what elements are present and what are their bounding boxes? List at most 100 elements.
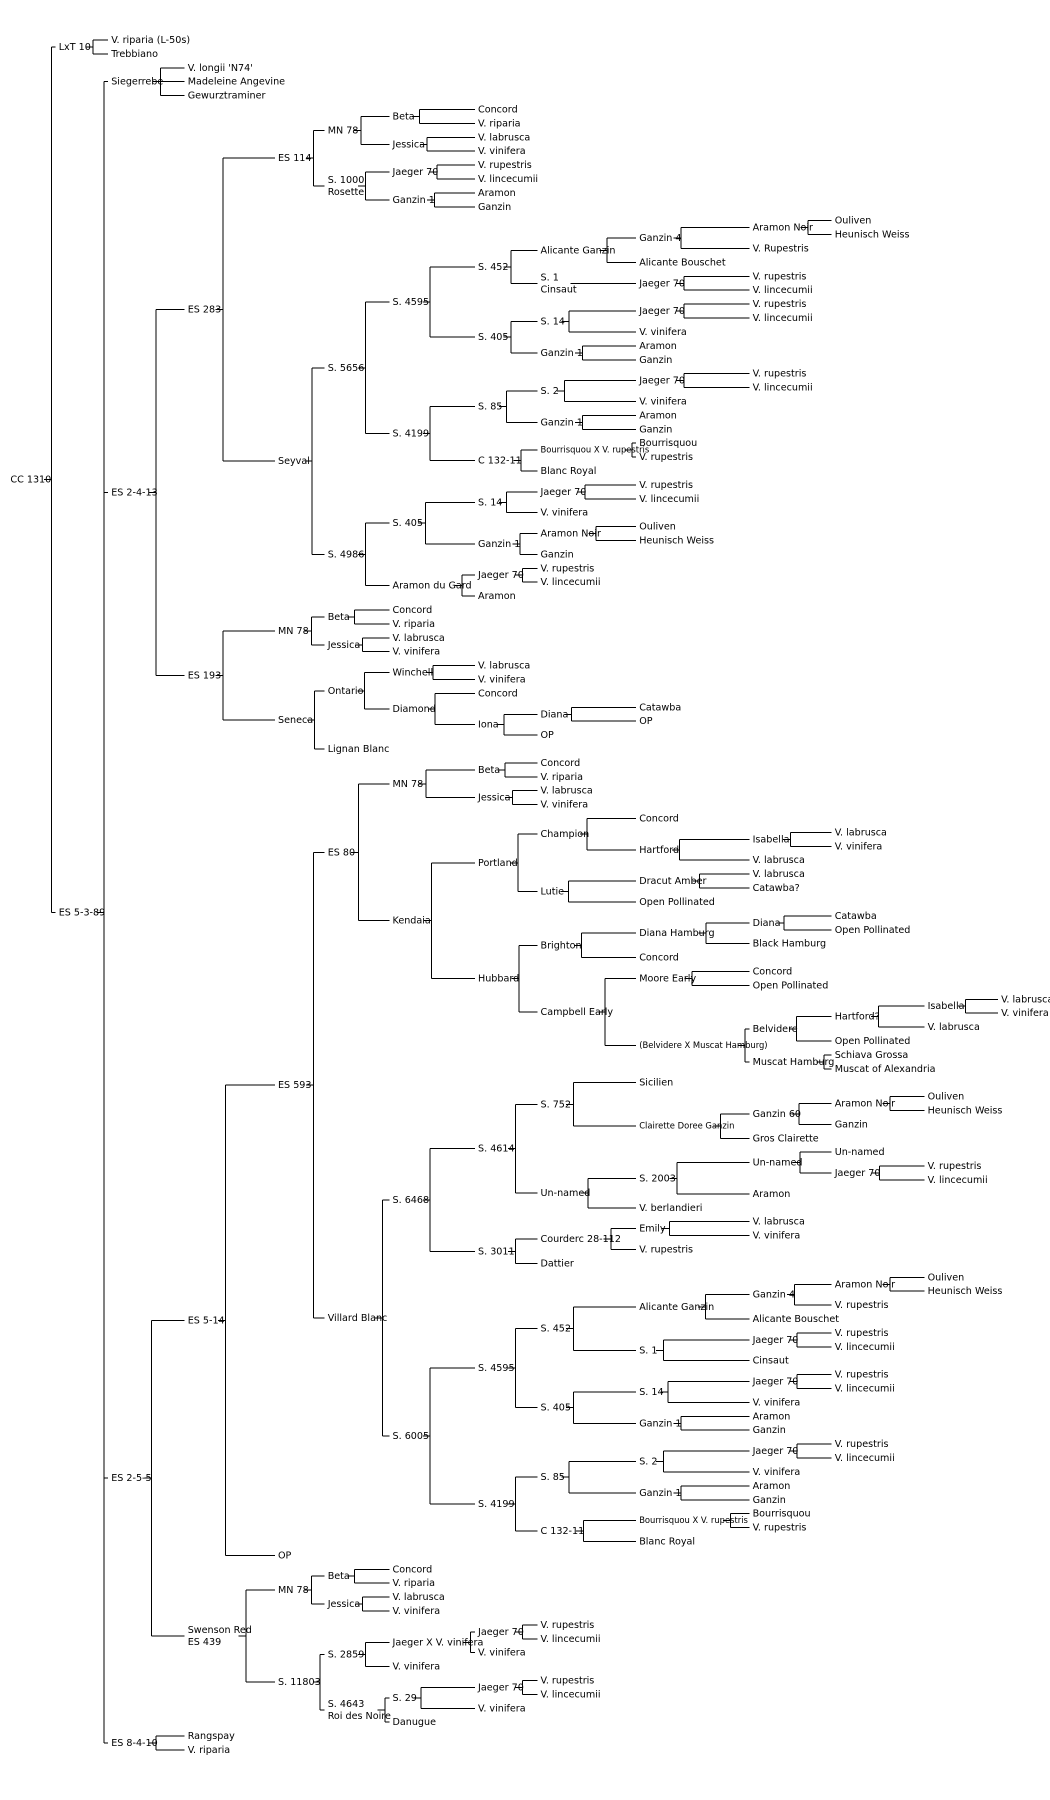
node-v-rupestris: V. rupestris	[639, 480, 693, 491]
node-v-labrusca: V. labrusca	[753, 1217, 805, 1228]
bracket-isabella	[958, 998, 999, 1014]
node-danugue: Danugue	[393, 1717, 437, 1728]
node-v-rupestris: V. rupestris	[753, 271, 807, 282]
node-v-lincecumii: V. lincecumii	[478, 174, 538, 185]
node-moore-early: Moore Early	[639, 973, 696, 984]
node-v-lincecumii: V. lincecumii	[541, 1689, 601, 1700]
node-op: OP	[278, 1550, 292, 1561]
node-ganzin: Ganzin	[639, 424, 672, 435]
bracket-brighton	[574, 932, 637, 959]
node-mn-78: MN 78	[278, 626, 309, 637]
bracket-ontario	[357, 672, 390, 710]
node-alicante-ganzin: Alicante Ganzin	[639, 1302, 714, 1313]
node-jaeger-70: Jaeger 70	[752, 1446, 799, 1457]
node-black-hamburg: Black Hamburg	[753, 939, 826, 950]
node-v-rupestris: V. rupestris	[639, 452, 693, 463]
bracket-alicante-ganzin	[599, 237, 637, 263]
bracket-seyval	[304, 367, 325, 555]
node-iona: Iona	[478, 720, 499, 731]
node-jaeger-x-v-vinifera: Jaeger X V. vinifera	[392, 1637, 484, 1648]
bracket-isabella	[783, 831, 832, 847]
node-mn-78: MN 78	[328, 125, 359, 136]
node-v-vinifera: V. vinifera	[393, 1606, 441, 1617]
node-ouliven: Ouliven	[639, 522, 676, 533]
node-v-labrusca: V. labrusca	[478, 661, 530, 672]
bracket-es-8-4-10	[148, 1735, 185, 1751]
node-heunisch-weiss: Heunisch Weiss	[928, 1286, 1003, 1297]
node-aramon: Aramon	[639, 410, 677, 421]
bracket-s-1	[655, 1339, 750, 1362]
bracket-courderc-28-112	[603, 1228, 637, 1250]
node-v-labrusca: V. labrusca	[753, 855, 805, 866]
node-hartford: Hartford	[639, 845, 679, 856]
node-muscat-hamburg: Muscat Hamburg	[753, 1057, 835, 1068]
bracket-c-132-11	[513, 449, 538, 472]
node-ganzin: Ganzin	[753, 1495, 786, 1506]
node-v-vinifera: V. vinifera	[753, 1397, 801, 1408]
node-un-named: Un-named	[541, 1188, 591, 1199]
node-v-vinifera: V. vinifera	[639, 397, 687, 408]
node-trebbiano: Trebbiano	[110, 49, 158, 60]
node-ganzin-4: Ganzin 4	[753, 1290, 795, 1301]
node-s-452: S. 452	[478, 262, 509, 273]
node-madeleine-angevine: Madeleine Angevine	[188, 77, 285, 88]
bracket-belvidere-x-muscat-hamburg	[737, 1028, 750, 1063]
bracket-aramon-noir	[882, 1096, 925, 1111]
node-s-4199: S. 4199	[393, 429, 430, 440]
node-s-2: S. 2	[541, 386, 559, 397]
bracket-emily	[661, 1221, 750, 1237]
node-v-lincecumii: V. lincecumii	[753, 383, 813, 394]
node-alicante-bouschet: Alicante Bouschet	[639, 257, 726, 268]
node-kendaia: Kendaia	[393, 916, 431, 927]
bracket-mn-78	[353, 116, 390, 145]
node-heunisch-weiss: Heunisch Weiss	[835, 230, 910, 241]
bracket-bourrisquou-x-v-rupestris	[624, 442, 637, 458]
node-alicante-bouschet: Alicante Bouschet	[753, 1314, 840, 1325]
node-s-4595: S. 4595	[393, 297, 430, 308]
node-v-rupestris: V. rupestris	[753, 369, 807, 380]
node-muscat-of-alexandria: Muscat of Alexandria	[835, 1064, 936, 1075]
bracket-s-3011	[508, 1238, 538, 1264]
bracket-jessica	[419, 136, 475, 152]
node-c-132-11: C 132-11	[478, 456, 522, 467]
node-v-vinifera: V. vinifera	[393, 1662, 441, 1673]
node-v-lincecumii: V. lincecumii	[639, 494, 699, 505]
node-rangspay: Rangspay	[188, 1731, 235, 1742]
node-open-pollinated: Open Pollinated	[753, 980, 829, 991]
node-s-6005: S. 6005	[393, 1431, 430, 1442]
node-jaeger-70: Jaeger 70	[834, 1168, 881, 1179]
node-s-2: S. 2	[639, 1457, 657, 1468]
node-s-405: S. 405	[541, 1403, 572, 1414]
node-jessica: Jessica	[392, 139, 426, 150]
node-jessica: Jessica	[477, 793, 511, 804]
bracket-swenson-red	[238, 1589, 275, 1683]
node-jaeger-70: Jaeger 70	[477, 570, 524, 581]
node-s-1: S. 1	[541, 272, 559, 283]
bracket-seneca	[307, 690, 325, 750]
bracket-diana	[564, 706, 637, 722]
node-s-1000: S. 1000	[328, 175, 365, 186]
bracket-jaeger-70	[676, 373, 750, 389]
node-isabella: Isabella	[753, 834, 790, 845]
node-jaeger-70: Jaeger 70	[540, 487, 587, 498]
node-v-riparia-l-50s: V. riparia (L-50s)	[111, 35, 190, 46]
node-jaeger-70: Jaeger 70	[638, 278, 685, 289]
bracket-alicante-ganzin	[698, 1294, 750, 1320]
node-un-named: Un-named	[835, 1147, 885, 1158]
bracket-jaeger-70	[789, 1443, 832, 1459]
node-concord: Concord	[393, 1564, 433, 1575]
node-s-4986: S. 4986	[328, 549, 365, 560]
node-bourrisquou-x-v-rupestris: Bourrisquou X V. rupestris	[541, 445, 650, 455]
node-jaeger-70: Jaeger 70	[477, 1627, 524, 1638]
node-s-85: S. 85	[541, 1472, 565, 1483]
node-campbell-early: Campbell Early	[541, 1007, 614, 1018]
node-v-riparia: V. riparia	[478, 118, 521, 129]
bracket-ganzin-1	[427, 192, 475, 208]
node-bourrisquou: Bourrisquou	[639, 438, 697, 449]
node-bourrisquou: Bourrisquou	[753, 1509, 811, 1520]
node-aramon: Aramon	[478, 591, 516, 602]
node-jaeger-70: Jaeger 70	[392, 167, 439, 178]
node-catawba: Catawba	[639, 702, 681, 713]
bracket-s-405	[418, 501, 475, 545]
node-belvidere-x-muscat-hamburg: (Belvidere X Muscat Hamburg)	[639, 1040, 767, 1050]
